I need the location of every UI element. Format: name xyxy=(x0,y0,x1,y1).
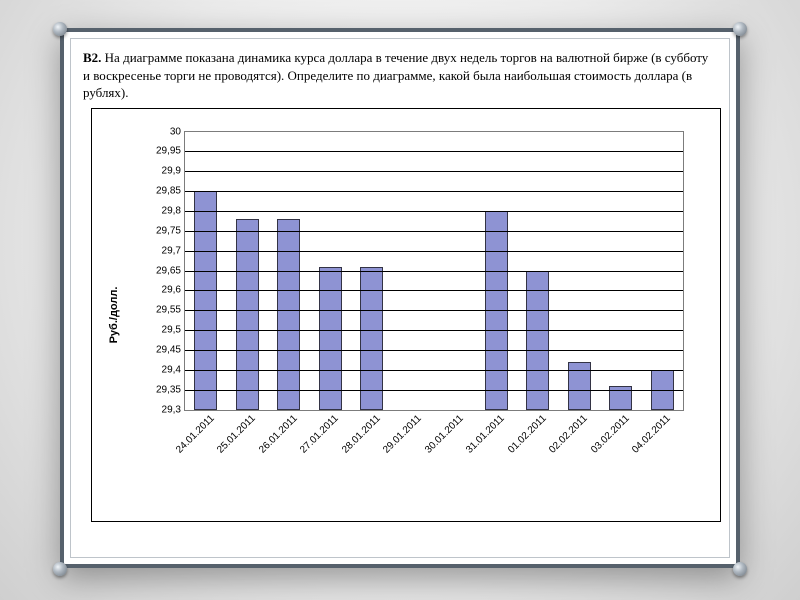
pin-icon xyxy=(53,562,67,576)
problem-body: На диаграмме показана динамика курса дол… xyxy=(83,50,708,100)
chart-gridline xyxy=(185,310,683,311)
problem-label: B2. xyxy=(83,50,101,65)
chart-container: Руб./долл. 29,329,3529,429,4529,529,5529… xyxy=(91,108,721,522)
slide-frame: B2. На диаграмме показана динамика курса… xyxy=(60,28,740,568)
chart-gridline xyxy=(185,271,683,272)
problem-text: B2. На диаграмме показана динамика курса… xyxy=(83,49,717,102)
chart-y-tick: 29,85 xyxy=(156,186,185,197)
chart-y-tick: 29,65 xyxy=(156,265,185,276)
chart-bar xyxy=(194,191,217,409)
chart-x-tick: 27.01.2011 xyxy=(298,413,341,456)
chart-y-tick: 29,4 xyxy=(162,364,185,375)
pin-icon xyxy=(733,562,747,576)
chart-x-tick: 30.01.2011 xyxy=(423,413,466,456)
chart-gridline xyxy=(185,171,683,172)
chart-x-labels: 24.01.201125.01.201126.01.201127.01.2011… xyxy=(184,413,684,513)
chart-gridline xyxy=(185,231,683,232)
chart-x-tick: 29.01.2011 xyxy=(381,413,424,456)
chart-x-tick: 28.01.2011 xyxy=(340,413,383,456)
chart-y-tick: 29,55 xyxy=(156,305,185,316)
chart-y-tick: 29,45 xyxy=(156,345,185,356)
chart-x-tick: 02.02.2011 xyxy=(547,413,590,456)
chart-x-tick: 31.01.2011 xyxy=(464,413,507,456)
chart-bar xyxy=(526,271,549,410)
chart-x-tick: 24.01.2011 xyxy=(174,413,217,456)
slide-content: B2. На диаграмме показана динамика курса… xyxy=(70,38,730,558)
chart-x-tick: 25.01.2011 xyxy=(215,413,258,456)
chart-gridline xyxy=(185,151,683,152)
chart-gridline xyxy=(185,211,683,212)
chart-bar xyxy=(236,219,259,410)
chart-bar xyxy=(277,219,300,410)
chart-y-tick: 29,9 xyxy=(162,166,185,177)
chart-y-tick: 29,5 xyxy=(162,325,185,336)
stage-background: B2. На диаграмме показана динамика курса… xyxy=(0,0,800,600)
chart-y-tick: 29,35 xyxy=(156,384,185,395)
chart-y-tick: 29,95 xyxy=(156,146,185,157)
chart-y-tick: 29,8 xyxy=(162,206,185,217)
chart-bar xyxy=(360,267,383,410)
chart-y-axis-label: Руб./долл. xyxy=(108,286,120,343)
chart-gridline xyxy=(185,251,683,252)
chart-gridline xyxy=(185,290,683,291)
pin-icon xyxy=(733,22,747,36)
chart-gridline xyxy=(185,390,683,391)
chart-y-tick: 30 xyxy=(170,126,185,137)
chart-y-tick: 29,7 xyxy=(162,245,185,256)
chart-y-tick: 29,6 xyxy=(162,285,185,296)
chart-x-tick: 04.02.2011 xyxy=(630,413,673,456)
pin-icon xyxy=(53,22,67,36)
chart-plot-area: 29,329,3529,429,4529,529,5529,629,6529,7… xyxy=(184,131,684,411)
chart-x-tick: 03.02.2011 xyxy=(589,413,632,456)
chart-y-tick: 29,75 xyxy=(156,225,185,236)
chart-gridline xyxy=(185,370,683,371)
chart-gridline xyxy=(185,350,683,351)
chart-x-tick: 01.02.2011 xyxy=(506,413,549,456)
chart-x-tick: 26.01.2011 xyxy=(257,413,300,456)
chart-gridline xyxy=(185,330,683,331)
chart-bar xyxy=(319,267,342,410)
chart-y-tick: 29,3 xyxy=(162,404,185,415)
chart-gridline xyxy=(185,191,683,192)
